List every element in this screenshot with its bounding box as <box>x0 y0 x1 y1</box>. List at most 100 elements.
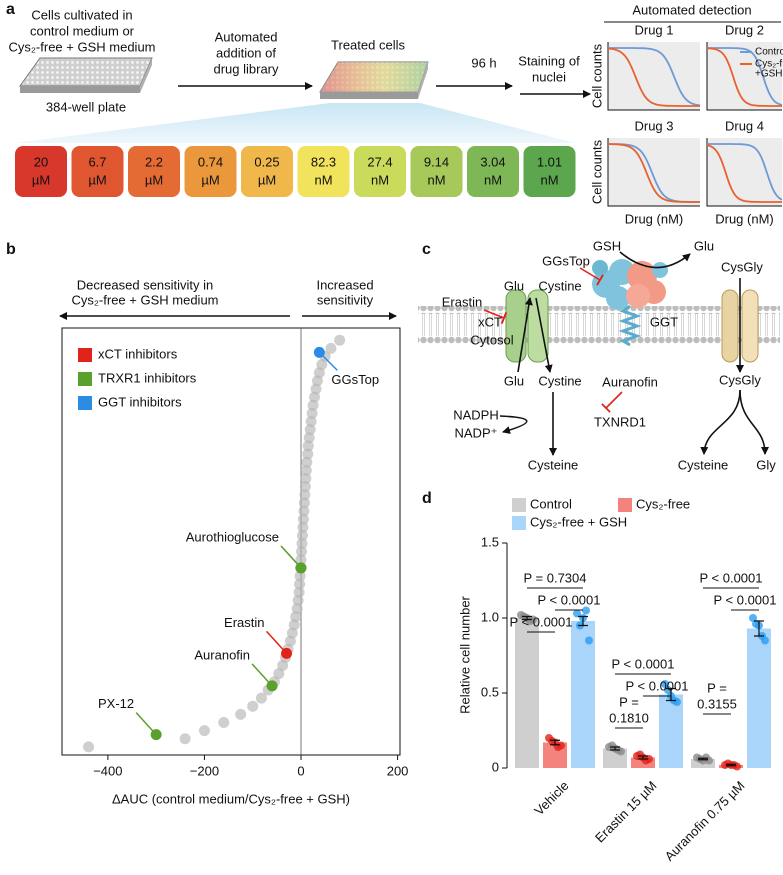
label: GSH <box>593 238 621 253</box>
step-text: Treated cells <box>331 37 405 52</box>
label: GGsTop <box>542 253 590 268</box>
label: Gly <box>756 457 776 472</box>
p-value: P = <box>619 694 639 709</box>
cysgly-transporter <box>721 289 739 363</box>
concentration-amount: 3.04 <box>480 154 505 169</box>
y-tick-label: 1.0 <box>481 609 499 624</box>
drug-title: Drug 1 <box>634 22 673 37</box>
concentration-unit: nM <box>314 172 332 187</box>
label: NADPH <box>453 407 499 422</box>
panel-a: a Cells cultivated in control medium or … <box>6 1 783 226</box>
point <box>306 407 318 419</box>
drug-title: Drug 3 <box>634 118 673 133</box>
p-value: P < 0.0001 <box>625 678 688 693</box>
legend-swatch <box>618 498 632 512</box>
concentration-unit: µM <box>258 172 276 187</box>
concentration-unit: µM <box>201 172 219 187</box>
point <box>247 700 259 712</box>
decoration <box>652 262 668 278</box>
point <box>218 716 230 728</box>
treated-plate-side <box>320 92 418 99</box>
schematic-axis <box>706 138 782 207</box>
error-bar <box>726 763 736 767</box>
point-label: Auranofin <box>194 647 250 662</box>
label: GGT <box>650 314 678 329</box>
decoration <box>626 284 650 308</box>
label: NADP⁺ <box>455 425 498 440</box>
x-tick-label: Vehicle <box>531 778 571 818</box>
legend-swatch <box>78 372 92 386</box>
well-plate <box>19 57 153 87</box>
step-text: drug library <box>213 61 279 76</box>
schematic-plot-bg <box>608 138 700 206</box>
legend-label: +GSH <box>755 69 783 80</box>
x-tick-label: −200 <box>190 763 219 778</box>
step-text: Cys₂-free + GSH medium <box>9 39 156 54</box>
error-bar <box>610 746 620 751</box>
y-tick-label: 0 <box>492 759 499 774</box>
legend-label: Cys₂-free <box>636 496 690 511</box>
annotation: Increased <box>316 277 373 292</box>
point <box>295 554 307 566</box>
panel-letter: b <box>6 241 16 258</box>
concentration-box <box>467 146 519 197</box>
legend-swatch <box>512 498 526 512</box>
concentration-box <box>410 146 463 197</box>
annotation: Decreased sensitivity in <box>77 277 214 292</box>
point <box>304 424 316 436</box>
x-tick-label: 200 <box>387 763 409 778</box>
plate-label: 384-well plate <box>46 99 126 114</box>
leader-line <box>251 663 273 687</box>
step-text: Automated <box>215 29 278 44</box>
error-bar <box>754 620 764 637</box>
point <box>299 489 311 501</box>
replicate-point <box>582 606 590 615</box>
x-axis-label: Drug (nM) <box>715 211 774 226</box>
y-axis-label: Cell counts <box>589 139 604 204</box>
concentration-unit: µM <box>145 172 163 187</box>
scatter-plot: −400 −200 0 200 Erastin PX-12 Auranofin Aurothi… <box>78 328 408 778</box>
panel-d: d Relative cell number 0 0.5 1.0 1.5 Control… <box>422 490 777 864</box>
cofactor-arrow <box>499 415 528 434</box>
legend-label: Control <box>755 47 783 58</box>
x-axis-label: Drug (nM) <box>625 211 684 226</box>
point <box>292 594 304 606</box>
bar <box>515 618 539 768</box>
error-bar <box>522 615 532 621</box>
schematic-curve <box>706 47 782 107</box>
schematic-curve <box>607 47 700 107</box>
label: Glu <box>504 278 524 293</box>
point <box>296 529 308 541</box>
reaction-arrow <box>700 389 741 455</box>
point <box>294 570 306 582</box>
panel-letter: d <box>422 490 432 507</box>
bar-chart: 0 0.5 1.0 1.5 Control Cys₂-free Cys₂-free + GS… <box>481 496 777 863</box>
panel-letter: a <box>6 1 15 18</box>
point <box>296 538 308 550</box>
legend-label: GGT inhibitors <box>98 394 182 409</box>
leader-line <box>318 351 338 371</box>
concentration-box <box>523 146 576 197</box>
x-tick-label: Erastin 15 µM <box>592 778 660 846</box>
step-text: 96 h <box>471 55 496 70</box>
annotation: sensitivity <box>317 292 374 307</box>
point <box>297 513 309 525</box>
point <box>298 505 310 517</box>
error-bar <box>698 757 708 761</box>
point <box>305 416 317 428</box>
point <box>310 383 322 395</box>
schematic-axis <box>706 42 782 111</box>
bar <box>747 628 771 768</box>
point <box>290 611 302 623</box>
concentration-unit: nM <box>371 172 389 187</box>
p-value: 0.3155 <box>697 696 737 711</box>
legend-swatch <box>78 396 92 410</box>
legend-swatch <box>512 516 526 530</box>
replicate-point <box>749 614 757 622</box>
p-value: P < 0.0001 <box>713 592 776 607</box>
cysgly-transporter <box>741 289 759 363</box>
treated-plate-wells <box>320 62 428 92</box>
ggt-protein <box>592 259 668 347</box>
point <box>255 692 267 704</box>
